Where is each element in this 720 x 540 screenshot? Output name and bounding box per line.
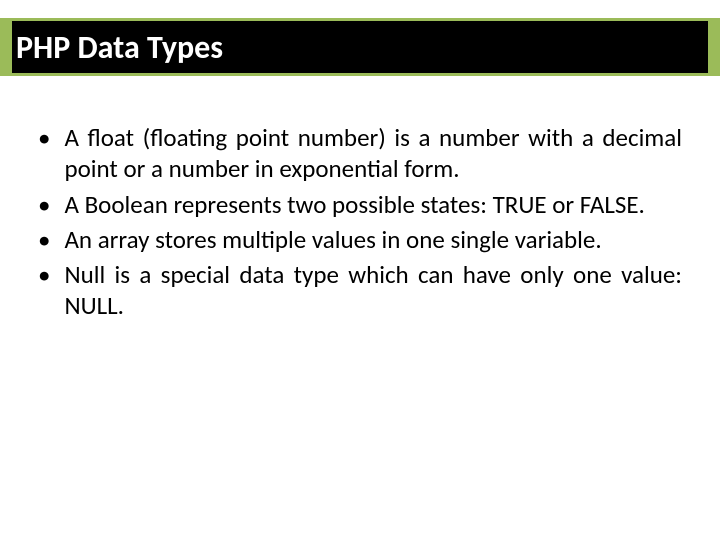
- bullet-marker: •: [38, 224, 50, 255]
- bullet-text: An array stores multiple values in one s…: [64, 224, 601, 255]
- list-item: • A float (floating point number) is a n…: [38, 122, 682, 185]
- slide-title: PHP Data Types: [16, 28, 223, 67]
- bullet-marker: •: [38, 189, 50, 220]
- list-item: • An array stores multiple values in one…: [38, 224, 682, 255]
- bullet-marker: •: [38, 122, 50, 153]
- bullet-text: A Boolean represents two possible states…: [64, 189, 644, 220]
- bullet-list: • A float (floating point number) is a n…: [38, 122, 682, 322]
- bullet-marker: •: [38, 259, 50, 290]
- header-inner: PHP Data Types: [12, 21, 708, 73]
- bullet-text: Null is a special data type which can ha…: [64, 259, 682, 322]
- list-item: • A Boolean represents two possible stat…: [38, 189, 682, 220]
- slide-content: • A float (floating point number) is a n…: [38, 122, 682, 326]
- bullet-text: A float (floating point number) is a num…: [64, 122, 682, 185]
- list-item: • Null is a special data type which can …: [38, 259, 682, 322]
